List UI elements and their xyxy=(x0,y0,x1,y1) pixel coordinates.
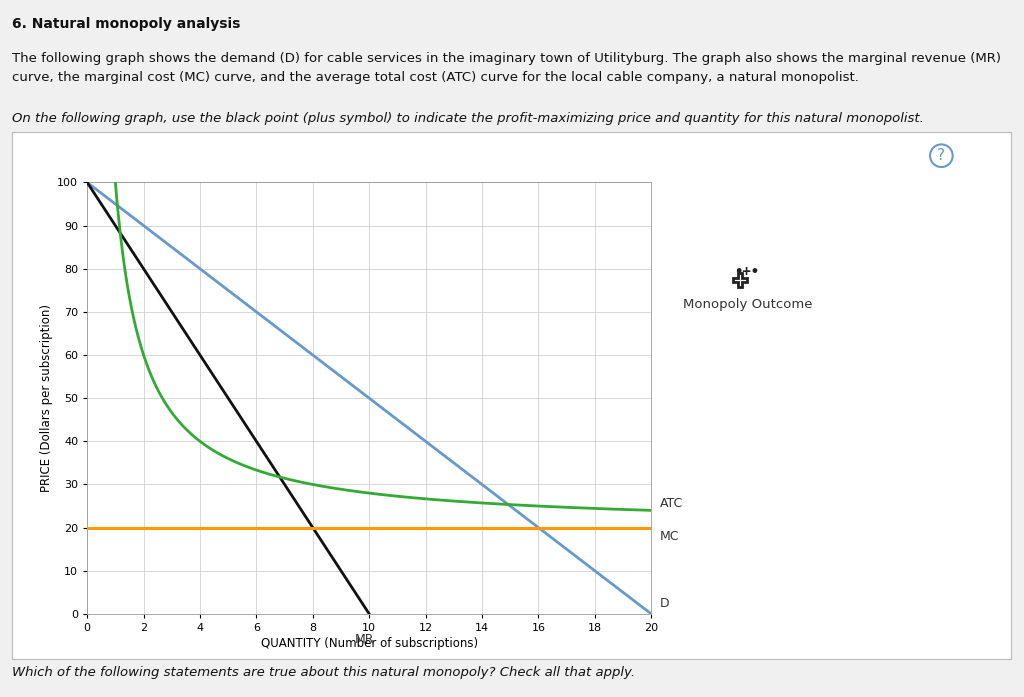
Text: Which of the following statements are true about this natural monopoly? Check al: Which of the following statements are tr… xyxy=(12,666,636,679)
Text: On the following graph, use the black point (plus symbol) to indicate the profit: On the following graph, use the black po… xyxy=(12,112,925,125)
Text: ATC: ATC xyxy=(659,498,683,510)
Text: MR: MR xyxy=(355,634,375,646)
Text: D: D xyxy=(659,597,670,610)
Text: MC: MC xyxy=(659,530,679,543)
Text: 6. Natural monopoly analysis: 6. Natural monopoly analysis xyxy=(12,17,241,31)
Y-axis label: PRICE (Dollars per subscription): PRICE (Dollars per subscription) xyxy=(40,304,53,492)
Text: curve, the marginal cost (MC) curve, and the average total cost (ATC) curve for : curve, the marginal cost (MC) curve, and… xyxy=(12,71,859,84)
Text: ?: ? xyxy=(937,148,945,163)
Text: The following graph shows the demand (D) for cable services in the imaginary tow: The following graph shows the demand (D)… xyxy=(12,52,1001,66)
Text: •+•: •+• xyxy=(734,265,760,279)
X-axis label: QUANTITY (Number of subscriptions): QUANTITY (Number of subscriptions) xyxy=(261,637,478,650)
Text: Monopoly Outcome: Monopoly Outcome xyxy=(683,298,813,311)
